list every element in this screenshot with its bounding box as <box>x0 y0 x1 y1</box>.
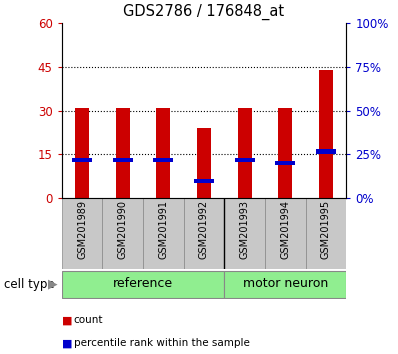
Title: GDS2786 / 176848_at: GDS2786 / 176848_at <box>123 4 285 20</box>
Bar <box>115 108 130 198</box>
Bar <box>306 198 346 269</box>
Text: GSM201992: GSM201992 <box>199 200 209 259</box>
Bar <box>197 128 211 198</box>
Bar <box>224 198 265 269</box>
Text: motor neuron: motor neuron <box>243 277 328 290</box>
Bar <box>62 270 224 298</box>
Text: GSM201995: GSM201995 <box>321 200 331 259</box>
Bar <box>62 198 102 269</box>
Bar <box>194 178 214 183</box>
Text: ■: ■ <box>62 315 72 325</box>
Text: GSM201990: GSM201990 <box>118 200 128 259</box>
Bar <box>224 270 346 298</box>
Bar <box>113 158 133 162</box>
Text: count: count <box>74 315 103 325</box>
Text: GSM201994: GSM201994 <box>280 200 290 259</box>
Bar <box>143 198 183 269</box>
Bar <box>316 149 336 154</box>
Bar <box>278 108 293 198</box>
Bar <box>183 198 224 269</box>
Bar <box>102 198 143 269</box>
Bar <box>265 198 306 269</box>
Bar <box>72 158 92 162</box>
Text: GSM201989: GSM201989 <box>77 200 87 259</box>
Text: GSM201993: GSM201993 <box>240 200 250 259</box>
Bar <box>75 108 89 198</box>
Bar <box>235 158 255 162</box>
Text: reference: reference <box>113 277 173 290</box>
Bar <box>156 108 170 198</box>
Bar <box>275 161 295 165</box>
Text: ▶: ▶ <box>48 278 57 291</box>
Text: GSM201991: GSM201991 <box>158 200 168 259</box>
Bar <box>153 158 173 162</box>
Text: percentile rank within the sample: percentile rank within the sample <box>74 338 250 348</box>
Text: cell type: cell type <box>4 278 55 291</box>
Bar <box>238 108 252 198</box>
Text: ■: ■ <box>62 338 72 348</box>
Bar <box>319 70 333 198</box>
